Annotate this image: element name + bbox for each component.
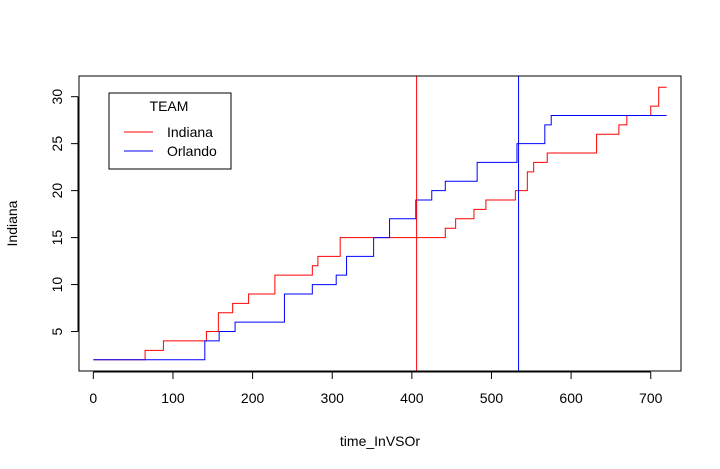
series-line-indiana — [93, 86, 667, 361]
x-axis-title: time_InVSOr — [340, 433, 420, 449]
y-tick-label: 30 — [49, 89, 65, 105]
legend-label-orlando: Orlando — [167, 143, 217, 159]
legend-label-indiana: Indiana — [167, 124, 213, 140]
x-tick-label: 300 — [321, 390, 345, 406]
series-line-orlando — [93, 114, 667, 361]
y-tick-label: 20 — [49, 183, 65, 199]
plot-area — [93, 76, 667, 371]
plot-frame — [78, 75, 682, 372]
y-tick-label: 25 — [49, 136, 65, 152]
y-axis-title: Indiana — [4, 200, 20, 246]
x-tick-label: 0 — [89, 390, 97, 406]
x-tick-label: 400 — [400, 390, 424, 406]
legend-box — [108, 92, 232, 170]
y-tick-label: 10 — [49, 277, 65, 293]
x-tick-label: 200 — [241, 390, 265, 406]
x-tick-label: 500 — [480, 390, 504, 406]
x-tick-label: 100 — [161, 390, 185, 406]
y-tick-label: 15 — [49, 230, 65, 246]
x-axis: 0 100 200 300 400 500 600 700 — [89, 371, 663, 406]
x-tick-label: 700 — [639, 390, 663, 406]
y-tick-label: 5 — [49, 327, 65, 335]
x-tick-label: 600 — [559, 390, 583, 406]
y-axis: 5 10 15 20 25 30 — [49, 89, 79, 335]
legend-title: TEAM — [150, 98, 189, 114]
legend: TEAM Indiana Orlando — [108, 92, 232, 170]
